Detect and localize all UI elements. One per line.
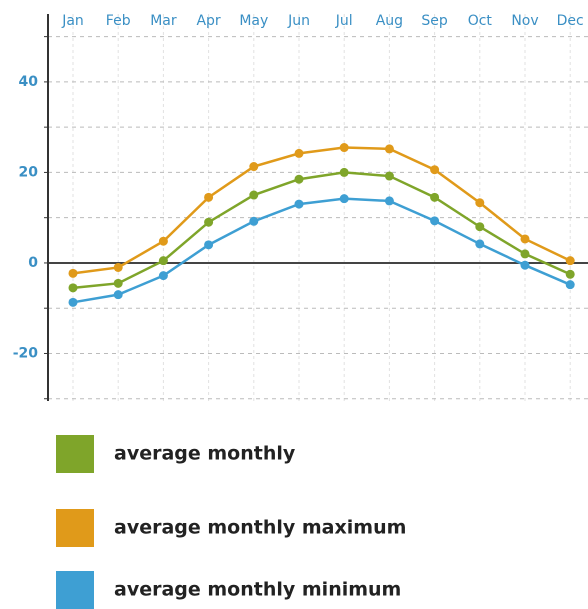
data-point xyxy=(430,192,440,202)
data-point xyxy=(384,144,394,154)
series-line xyxy=(72,171,571,290)
legend-label: average monthly xyxy=(114,443,296,465)
x-tick-label: Jul xyxy=(335,13,353,29)
data-point xyxy=(430,165,440,175)
data-point xyxy=(384,171,394,181)
data-point xyxy=(520,234,530,244)
y-tick-label: 20 xyxy=(19,164,39,180)
data-point xyxy=(384,196,394,206)
series-line xyxy=(72,197,571,304)
legend-swatch xyxy=(56,435,94,473)
data-point xyxy=(339,167,349,177)
data-point xyxy=(339,194,349,204)
legend-label: average monthly minimum xyxy=(114,579,401,601)
data-point xyxy=(113,290,123,300)
data-point xyxy=(158,271,168,281)
data-point xyxy=(158,256,168,266)
data-point xyxy=(204,217,214,227)
data-point xyxy=(520,249,530,259)
data-point xyxy=(475,198,485,208)
x-tick-label: Feb xyxy=(106,13,131,29)
x-tick-label: Mar xyxy=(150,13,177,29)
data-point xyxy=(68,297,78,307)
series-line xyxy=(72,146,571,275)
data-point xyxy=(475,239,485,249)
data-point xyxy=(68,283,78,293)
x-tick-label: Jan xyxy=(61,13,84,29)
x-tick-label: Sep xyxy=(421,13,448,29)
x-tick-label: Nov xyxy=(511,13,538,29)
data-point xyxy=(339,143,349,153)
data-point xyxy=(249,162,259,172)
data-point xyxy=(294,174,304,184)
data-point xyxy=(475,222,485,232)
data-point xyxy=(294,148,304,158)
y-tick-label: 40 xyxy=(19,74,39,90)
x-tick-label: Apr xyxy=(196,13,220,29)
data-point xyxy=(565,280,575,290)
y-tick-label: 0 xyxy=(28,255,38,271)
x-tick-label: Dec xyxy=(557,13,584,29)
data-point xyxy=(204,240,214,250)
legend-swatch xyxy=(56,509,94,547)
data-point xyxy=(520,260,530,270)
x-tick-label: Jun xyxy=(287,13,310,29)
data-point xyxy=(249,216,259,226)
data-point xyxy=(113,262,123,272)
data-point xyxy=(158,236,168,246)
data-point xyxy=(430,216,440,226)
legend-label: average monthly maximum xyxy=(114,517,406,539)
legend-swatch xyxy=(56,571,94,609)
data-point xyxy=(68,268,78,278)
data-point xyxy=(249,190,259,200)
y-tick-label: -20 xyxy=(13,345,39,361)
x-tick-label: Aug xyxy=(376,13,403,29)
data-point xyxy=(565,256,575,266)
x-tick-label: May xyxy=(239,13,268,29)
data-point xyxy=(565,269,575,279)
x-tick-label: Oct xyxy=(468,13,493,29)
data-point xyxy=(204,192,214,202)
data-point xyxy=(113,278,123,288)
data-point xyxy=(294,199,304,209)
